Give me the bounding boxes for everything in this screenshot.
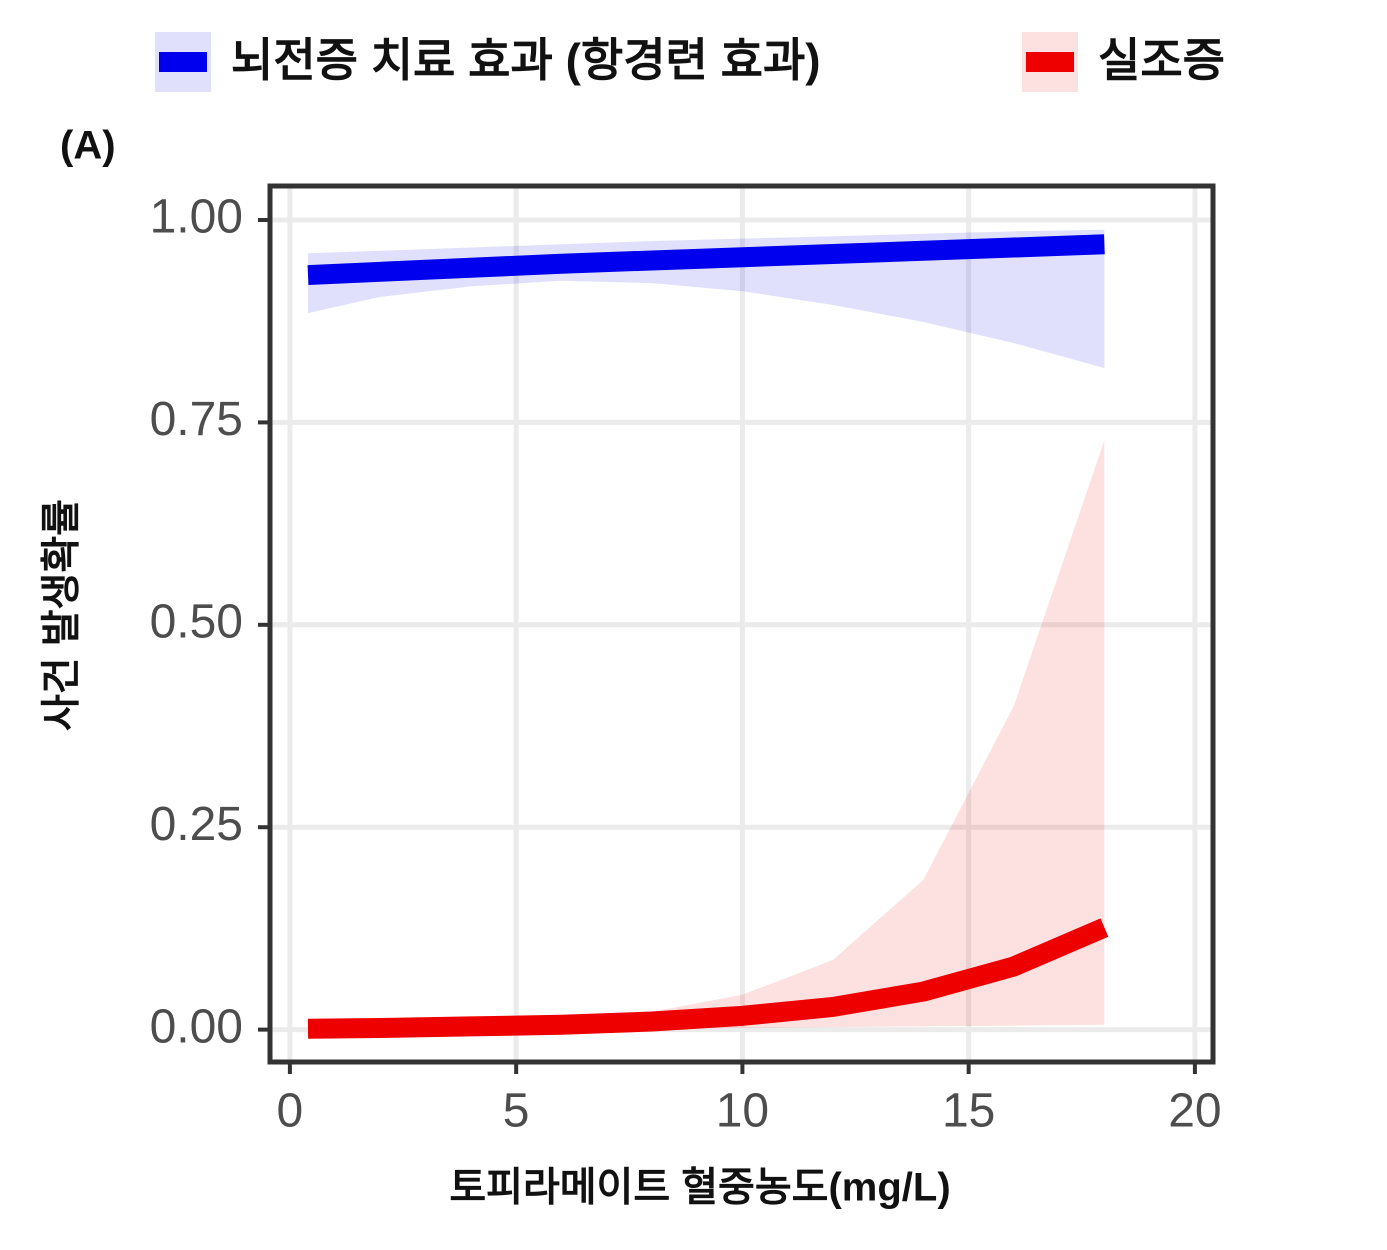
y-tick-label: 1.00	[150, 191, 243, 244]
legend-label: 뇌전증 치료 효과 (항경련 효과)	[231, 34, 821, 86]
y-tick-label: 0.75	[150, 393, 243, 446]
x-axis-label: 토피라메이트 혈중농도(mg/L)	[449, 1166, 950, 1210]
line	[307, 918, 1109, 1039]
x-tick-label: 0	[277, 1085, 304, 1138]
y-tick-label: 0.00	[150, 1000, 243, 1053]
y-axis-label: 사건 발생확률	[40, 499, 84, 731]
legend-label: 실조증	[1098, 34, 1225, 86]
line	[307, 234, 1105, 286]
panel-label: (A)	[60, 124, 116, 168]
x-tick-label: 5	[503, 1085, 530, 1138]
plot-border	[267, 183, 1216, 1065]
y-tick-label: 0.50	[150, 595, 243, 648]
x-tick-label: 10	[716, 1085, 769, 1138]
legend-key	[1026, 52, 1074, 72]
y-tick-label: 0.25	[150, 798, 243, 851]
x-tick-label: 20	[1168, 1085, 1221, 1138]
x-tick-label: 15	[942, 1085, 995, 1138]
legend-key	[159, 52, 207, 72]
